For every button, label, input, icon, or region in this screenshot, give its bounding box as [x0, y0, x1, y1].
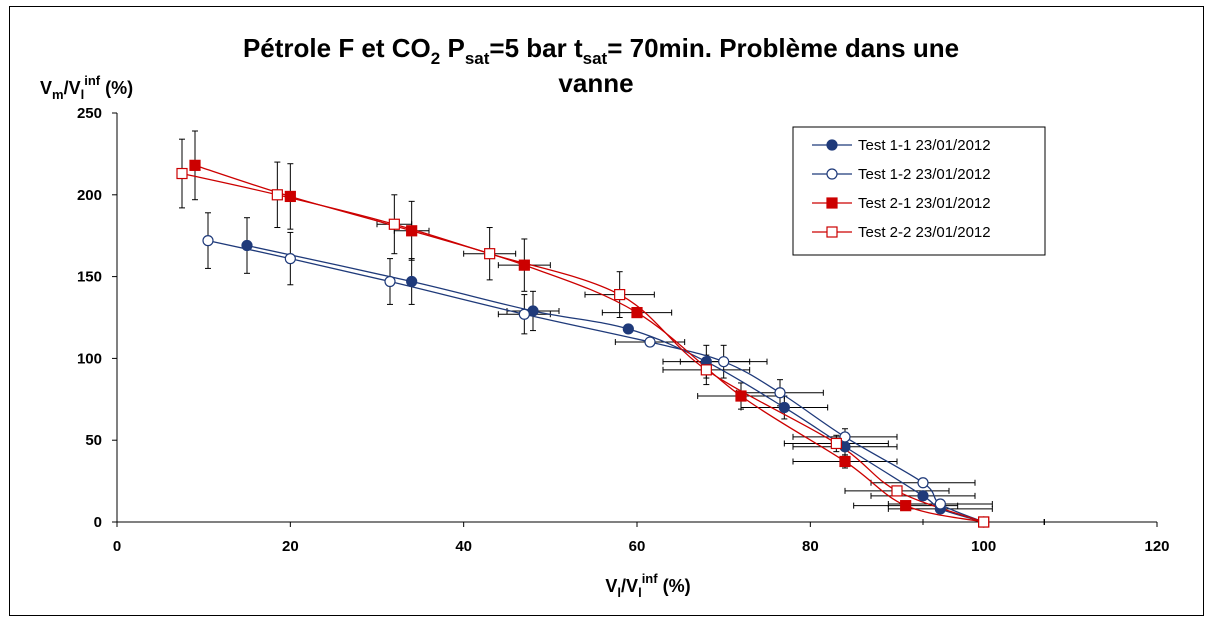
series-1-markers	[241, 239, 990, 528]
data-point	[241, 239, 253, 252]
data-point	[774, 387, 786, 399]
x-tick-label: 120	[1144, 538, 1169, 555]
data-point	[518, 259, 530, 271]
y-tick-label: 150	[77, 269, 102, 286]
data-point	[917, 477, 929, 489]
data-point	[271, 189, 283, 201]
legend-marker	[826, 168, 838, 180]
chart-title-line1: Pétrole F et CO2 Psat=5 bar tsat= 70min.…	[243, 33, 959, 68]
data-point	[384, 275, 396, 288]
data-point	[614, 288, 626, 301]
chart-title-line2: vanne	[558, 68, 633, 98]
y-tick-label: 200	[77, 187, 102, 204]
data-point	[284, 190, 296, 203]
data-point	[622, 323, 634, 335]
data-point	[484, 248, 496, 260]
data-point	[978, 516, 990, 528]
data-point	[934, 498, 946, 510]
data-point	[406, 275, 418, 288]
y-tick-label: 50	[85, 432, 102, 449]
legend-marker	[826, 139, 838, 151]
data-point	[839, 431, 851, 443]
y-tick-label: 100	[77, 350, 102, 367]
data-point	[735, 390, 747, 402]
data-point	[718, 356, 730, 368]
legend-item-2: Test 1-2 23/01/2012	[812, 166, 991, 183]
data-point	[891, 485, 903, 497]
legend-label: Test 1-2 23/01/2012	[858, 166, 991, 183]
chart-frame	[9, 6, 1204, 616]
series-1-line	[246, 244, 984, 523]
data-point	[778, 401, 790, 414]
data-point	[900, 500, 912, 512]
legend-marker	[826, 197, 838, 209]
y-axis-label: Vm/Vlinf (%)	[40, 73, 133, 102]
legend-label: Test 2-2 23/01/2012	[858, 224, 991, 241]
data-point	[406, 225, 418, 237]
legend: Test 1-1 23/01/2012 Test 1-2 23/01/2012 Te…	[792, 126, 1046, 256]
legend-item-3: Test 2-1 23/01/2012	[812, 195, 991, 212]
data-point	[202, 235, 214, 247]
y-tick-label: 250	[77, 105, 102, 122]
legend-marker	[826, 226, 838, 238]
series-2-errorbars	[205, 212, 1045, 525]
data-point	[917, 490, 929, 502]
x-tick-label: 20	[282, 538, 299, 555]
series-4-markers	[176, 167, 990, 528]
legend-label: Test 1-1 23/01/2012	[858, 137, 991, 154]
data-point	[631, 306, 643, 319]
y-tick-label: 0	[94, 514, 102, 531]
data-point	[830, 437, 842, 450]
x-tick-label: 0	[113, 538, 121, 555]
data-point	[644, 336, 656, 348]
data-point	[839, 455, 851, 468]
x-tick-label: 40	[455, 538, 472, 555]
legend-label: Test 2-1 23/01/2012	[858, 195, 991, 212]
x-tick-label: 100	[971, 538, 996, 555]
data-point	[700, 364, 712, 376]
data-point	[189, 159, 201, 171]
data-point	[518, 308, 530, 320]
x-tick-label: 60	[629, 538, 646, 555]
data-point	[284, 253, 296, 265]
data-point	[388, 218, 400, 230]
legend-item-4: Test 2-2 23/01/2012	[812, 224, 991, 241]
x-tick-label: 80	[802, 538, 819, 555]
x-axis-label: Vl/Vlinf (%)	[605, 571, 690, 600]
plot-area	[176, 130, 1045, 528]
legend-item-1: Test 1-1 23/01/2012	[812, 137, 991, 154]
data-point	[176, 167, 188, 180]
series-2-line	[207, 239, 984, 523]
